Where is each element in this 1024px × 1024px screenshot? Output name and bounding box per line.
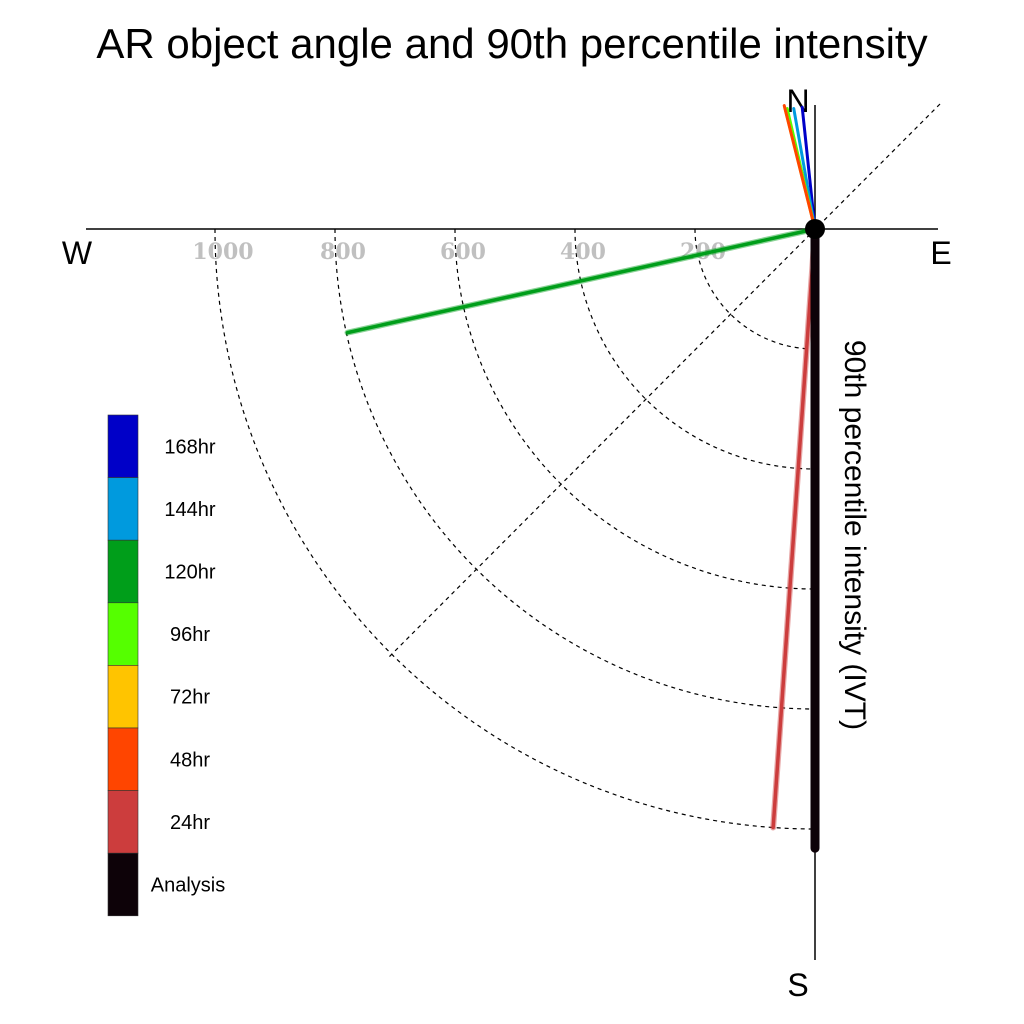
radial-tick-label: 1000	[192, 239, 253, 265]
diagonal-guide	[387, 103, 941, 659]
compass-west-label: W	[62, 235, 93, 271]
legend-swatch-analysis	[107, 852, 139, 917]
vector-24hr	[770, 226, 818, 831]
chart-title: AR object angle and 90th percentile inte…	[96, 20, 927, 67]
range-ring	[574, 228, 816, 470]
legend-label-48hr: 48hr	[170, 749, 210, 771]
radial-tick-label: 800	[320, 239, 366, 265]
range-ring	[334, 228, 816, 710]
legend-label-96hr: 96hr	[170, 624, 210, 646]
legend-label-168hr: 168hr	[164, 436, 215, 458]
compass-east-label: E	[930, 235, 951, 271]
legend-swatch-48hr	[107, 727, 139, 791]
vector-48hr	[782, 104, 817, 231]
vector-series	[344, 104, 820, 853]
radial-tick-label: 400	[560, 239, 606, 265]
origin-point	[805, 219, 825, 239]
legend-swatch-120hr	[107, 539, 139, 604]
compass-north-label: N	[786, 83, 809, 119]
legend: 168hr 144hr 120hr 96hr 72hr 48hr 24hr Analysis	[107, 414, 225, 917]
legend-label-analysis: Analysis	[151, 875, 225, 897]
legend-swatch-24hr	[107, 790, 139, 854]
intensity-axis-label: 90th percentile intensity (IVT)	[838, 340, 871, 730]
legend-swatch-144hr	[107, 477, 139, 541]
vector-120hr	[344, 226, 818, 336]
legend-label-120hr: 120hr	[164, 562, 215, 584]
legend-label-72hr: 72hr	[170, 687, 210, 709]
legend-swatch-72hr	[107, 665, 139, 729]
legend-label-144hr: 144hr	[164, 499, 215, 521]
compass-south-label: S	[787, 967, 808, 1003]
legend-label-24hr: 24hr	[170, 812, 210, 834]
range-ring	[454, 228, 816, 590]
legend-swatch-168hr	[107, 414, 139, 478]
legend-swatch-96hr	[107, 602, 139, 666]
radial-tick-label: 600	[440, 239, 486, 265]
